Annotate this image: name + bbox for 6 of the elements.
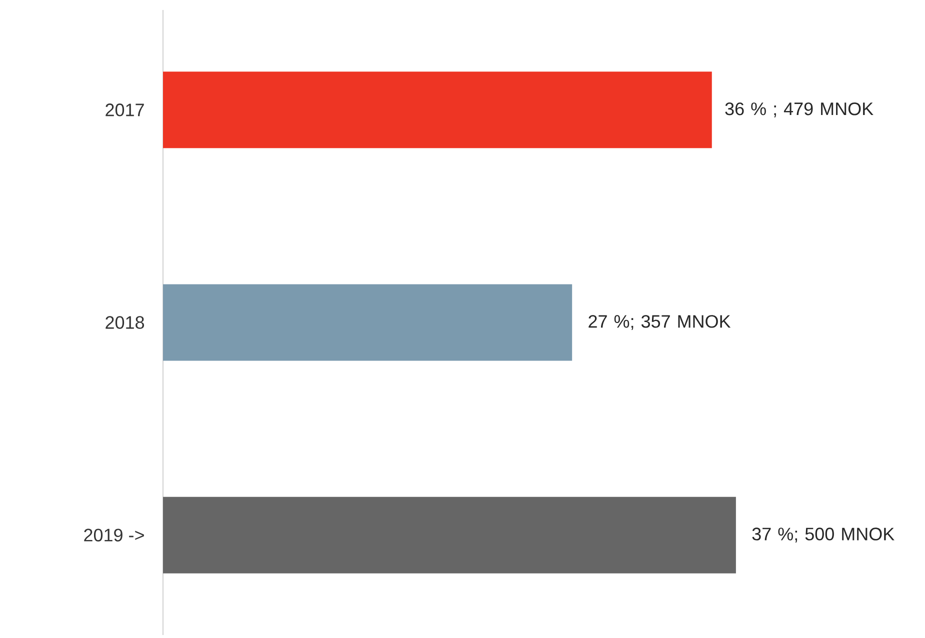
y-tick-label: 2018 [106,316,144,329]
data-label: 27 %; 357 MNOK [588,315,731,330]
y-tick-label: 2017 [106,104,144,116]
data-label: 36 % ; 479 MNOK [725,102,874,118]
y-tick-label: 2019 -> [84,528,144,542]
data-label: 37 %; 500 MNOK [752,528,894,543]
